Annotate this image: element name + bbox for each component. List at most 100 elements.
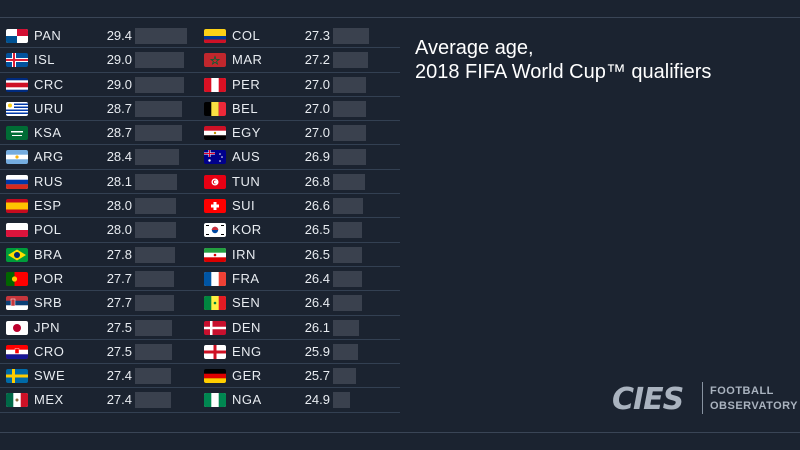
table-row: POR 27.7 (0, 267, 200, 292)
table-row: POL 28.0 (0, 218, 200, 243)
data-label: 28.1 (106, 173, 132, 189)
logo-separator (702, 382, 703, 414)
data-label: 27.2 (304, 52, 330, 68)
chart-title-line2: 2018 FIFA World Cup™ qualifiers (415, 61, 712, 83)
data-label: 27.7 (106, 270, 132, 286)
bar (135, 319, 173, 336)
flag-sen-icon (204, 296, 226, 311)
right-column: COL 27.3 MAR 27.2 PER 27.0 BEL 27.0 EGY 27.0 AUS 26… (200, 24, 400, 413)
country-code: KSA (34, 125, 62, 141)
data-label: 27.0 (304, 76, 330, 92)
data-label: 29.0 (106, 52, 132, 68)
country-code: GER (232, 368, 262, 384)
flag-sui-icon (204, 199, 226, 214)
bar (333, 343, 358, 360)
country-code: PAN (34, 28, 62, 43)
country-code: SRB (34, 295, 63, 311)
flag-cro-icon (6, 344, 28, 359)
country-code: EGY (232, 125, 261, 141)
flag-isl-icon (6, 53, 28, 68)
flag-ger-icon (204, 369, 226, 384)
country-code: URU (34, 100, 64, 116)
flag-col-icon (204, 29, 226, 43)
bar (333, 125, 367, 142)
bar (333, 270, 362, 287)
flag-aus-icon (204, 150, 226, 165)
country-code: POR (34, 270, 64, 286)
country-code: BEL (232, 100, 259, 116)
flag-tun-icon (204, 174, 226, 189)
flag-bel-icon (204, 101, 226, 116)
data-label: 26.5 (304, 222, 330, 238)
bar (135, 392, 172, 409)
country-code: CRC (34, 76, 64, 92)
table-row: JPN 27.5 (0, 316, 200, 340)
country-code: JPN (34, 319, 61, 335)
flag-pan-icon (6, 29, 28, 43)
table-row: SRB 27.7 (0, 291, 200, 316)
bar (135, 28, 187, 44)
table-row: CRO 27.5 (0, 340, 200, 365)
flag-den-icon (204, 320, 226, 335)
top-divider (0, 17, 800, 18)
country-code: ARG (34, 149, 64, 165)
flag-rus-icon (6, 174, 28, 189)
table-row: SUI 26.6 (200, 194, 400, 219)
data-label: 26.6 (304, 198, 330, 214)
table-row: BRA 27.8 (0, 243, 200, 267)
bar (135, 343, 173, 360)
table-row: PAN 29.4 (0, 24, 200, 49)
data-label: 27.8 (106, 246, 132, 262)
data-label: 27.7 (106, 295, 132, 311)
table-row: AUS 26.9 (200, 145, 400, 170)
cies-logo: CIES FOOTBALL OBSERVATORY (612, 378, 798, 420)
bottom-divider (0, 432, 800, 433)
flag-mar-icon (204, 53, 226, 68)
table-row: URU 28.7 (0, 97, 200, 122)
data-label: 27.4 (106, 368, 132, 384)
flag-crc-icon (6, 77, 28, 92)
logo-wordmark: CIES (612, 382, 684, 417)
data-label: 26.4 (304, 270, 330, 286)
data-label: 26.4 (304, 295, 330, 311)
bar (135, 173, 177, 190)
country-code: CRO (34, 343, 65, 359)
table-row: PER 27.0 (200, 73, 400, 97)
table-row: SWE 27.4 (0, 364, 200, 389)
bar (135, 52, 184, 69)
table-row: CRC 29.0 (0, 73, 200, 97)
country-code: POL (34, 222, 62, 238)
bar (333, 295, 362, 312)
logo-subtitle-line2: OBSERVATORY (710, 400, 799, 412)
data-label: 26.9 (304, 149, 330, 165)
flag-mex-icon (6, 393, 28, 408)
logo-subtitle: FOOTBALL OBSERVATORY (710, 384, 798, 414)
data-label: 27.5 (106, 343, 132, 359)
data-label: 28.7 (106, 125, 132, 141)
country-code: ISL (34, 52, 56, 68)
data-label: 25.7 (304, 368, 330, 384)
flag-bra-icon (6, 247, 28, 262)
country-code: DEN (232, 319, 261, 335)
table-row: ARG 28.4 (0, 145, 200, 170)
table-row: NGA 24.9 (200, 388, 400, 413)
bar (135, 222, 177, 239)
data-label: 26.5 (304, 246, 330, 262)
country-code: ENG (232, 343, 262, 359)
table-row: COL 27.3 (200, 24, 400, 49)
data-label: 28.0 (106, 222, 132, 238)
bar (333, 222, 363, 239)
flag-kor-icon (204, 223, 226, 238)
left-column: PAN 29.4 ISL 29.0 CRC 29.0 URU 28.7 KSA 28.7 ARG 28… (0, 24, 200, 413)
flag-fra-icon (204, 271, 226, 286)
data-label: 28.7 (106, 100, 132, 116)
table-row: ISL 29.0 (0, 48, 200, 73)
table-row: DEN 26.1 (200, 316, 400, 340)
bar (135, 246, 175, 263)
table-row: MEX 27.4 (0, 388, 200, 413)
data-label: 27.0 (304, 100, 330, 116)
flag-egy-icon (204, 126, 226, 141)
flag-per-icon (204, 77, 226, 92)
data-label: 26.1 (304, 319, 330, 335)
table-row: GER 25.7 (200, 364, 400, 389)
